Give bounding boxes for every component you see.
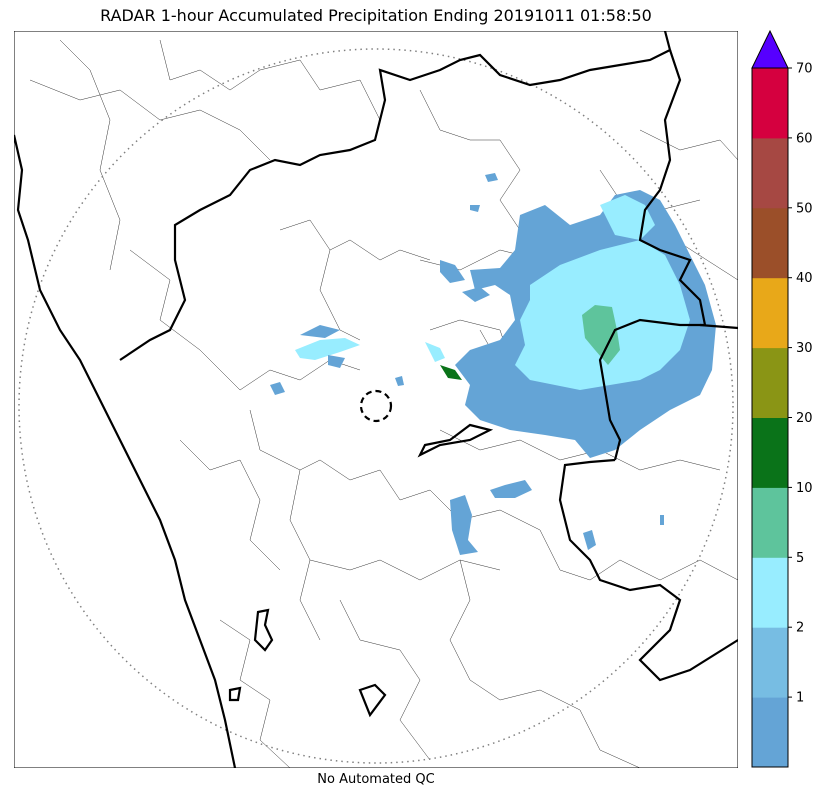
- colorbar-bin: [752, 697, 788, 768]
- colorbar-overflow-triangle: [751, 29, 789, 69]
- radar-site-marker: [359, 389, 393, 423]
- map-area: [14, 31, 738, 768]
- colorbar-tick-label: 2: [796, 621, 804, 636]
- colorbar-bin: [752, 557, 788, 628]
- colorbar-bin: [752, 68, 788, 139]
- colorbar: 1 2 5 10 20 30 40 50 60 70: [751, 29, 813, 768]
- state-boundaries: [14, 31, 738, 768]
- colorbar-bin: [752, 277, 788, 349]
- colorbar-tick-label: 5: [796, 551, 804, 566]
- colorbar-tick-label: 10: [796, 481, 813, 496]
- colorbar-tick-label: 70: [796, 62, 813, 77]
- colorbar-bin: [752, 137, 788, 209]
- colorbar-tick-label: 20: [796, 411, 813, 426]
- colorbar-tick-label: 1: [796, 691, 804, 706]
- colorbar-tick-label: 40: [796, 271, 813, 286]
- colorbar-tick-label: 30: [796, 341, 813, 356]
- colorbar-bin: [752, 207, 788, 279]
- map-title: RADAR 1-hour Accumulated Precipitation E…: [100, 6, 652, 25]
- colorbar-tick-label: 50: [796, 201, 813, 216]
- colorbar-bin: [752, 347, 788, 418]
- colorbar-bin: [752, 487, 788, 558]
- colorbar-tick-label: 60: [796, 131, 813, 146]
- colorbar-bin: [752, 627, 788, 698]
- colorbar-bin: [752, 417, 788, 488]
- qc-status-note: No Automated QC: [317, 772, 435, 787]
- range-ring: [18, 48, 734, 764]
